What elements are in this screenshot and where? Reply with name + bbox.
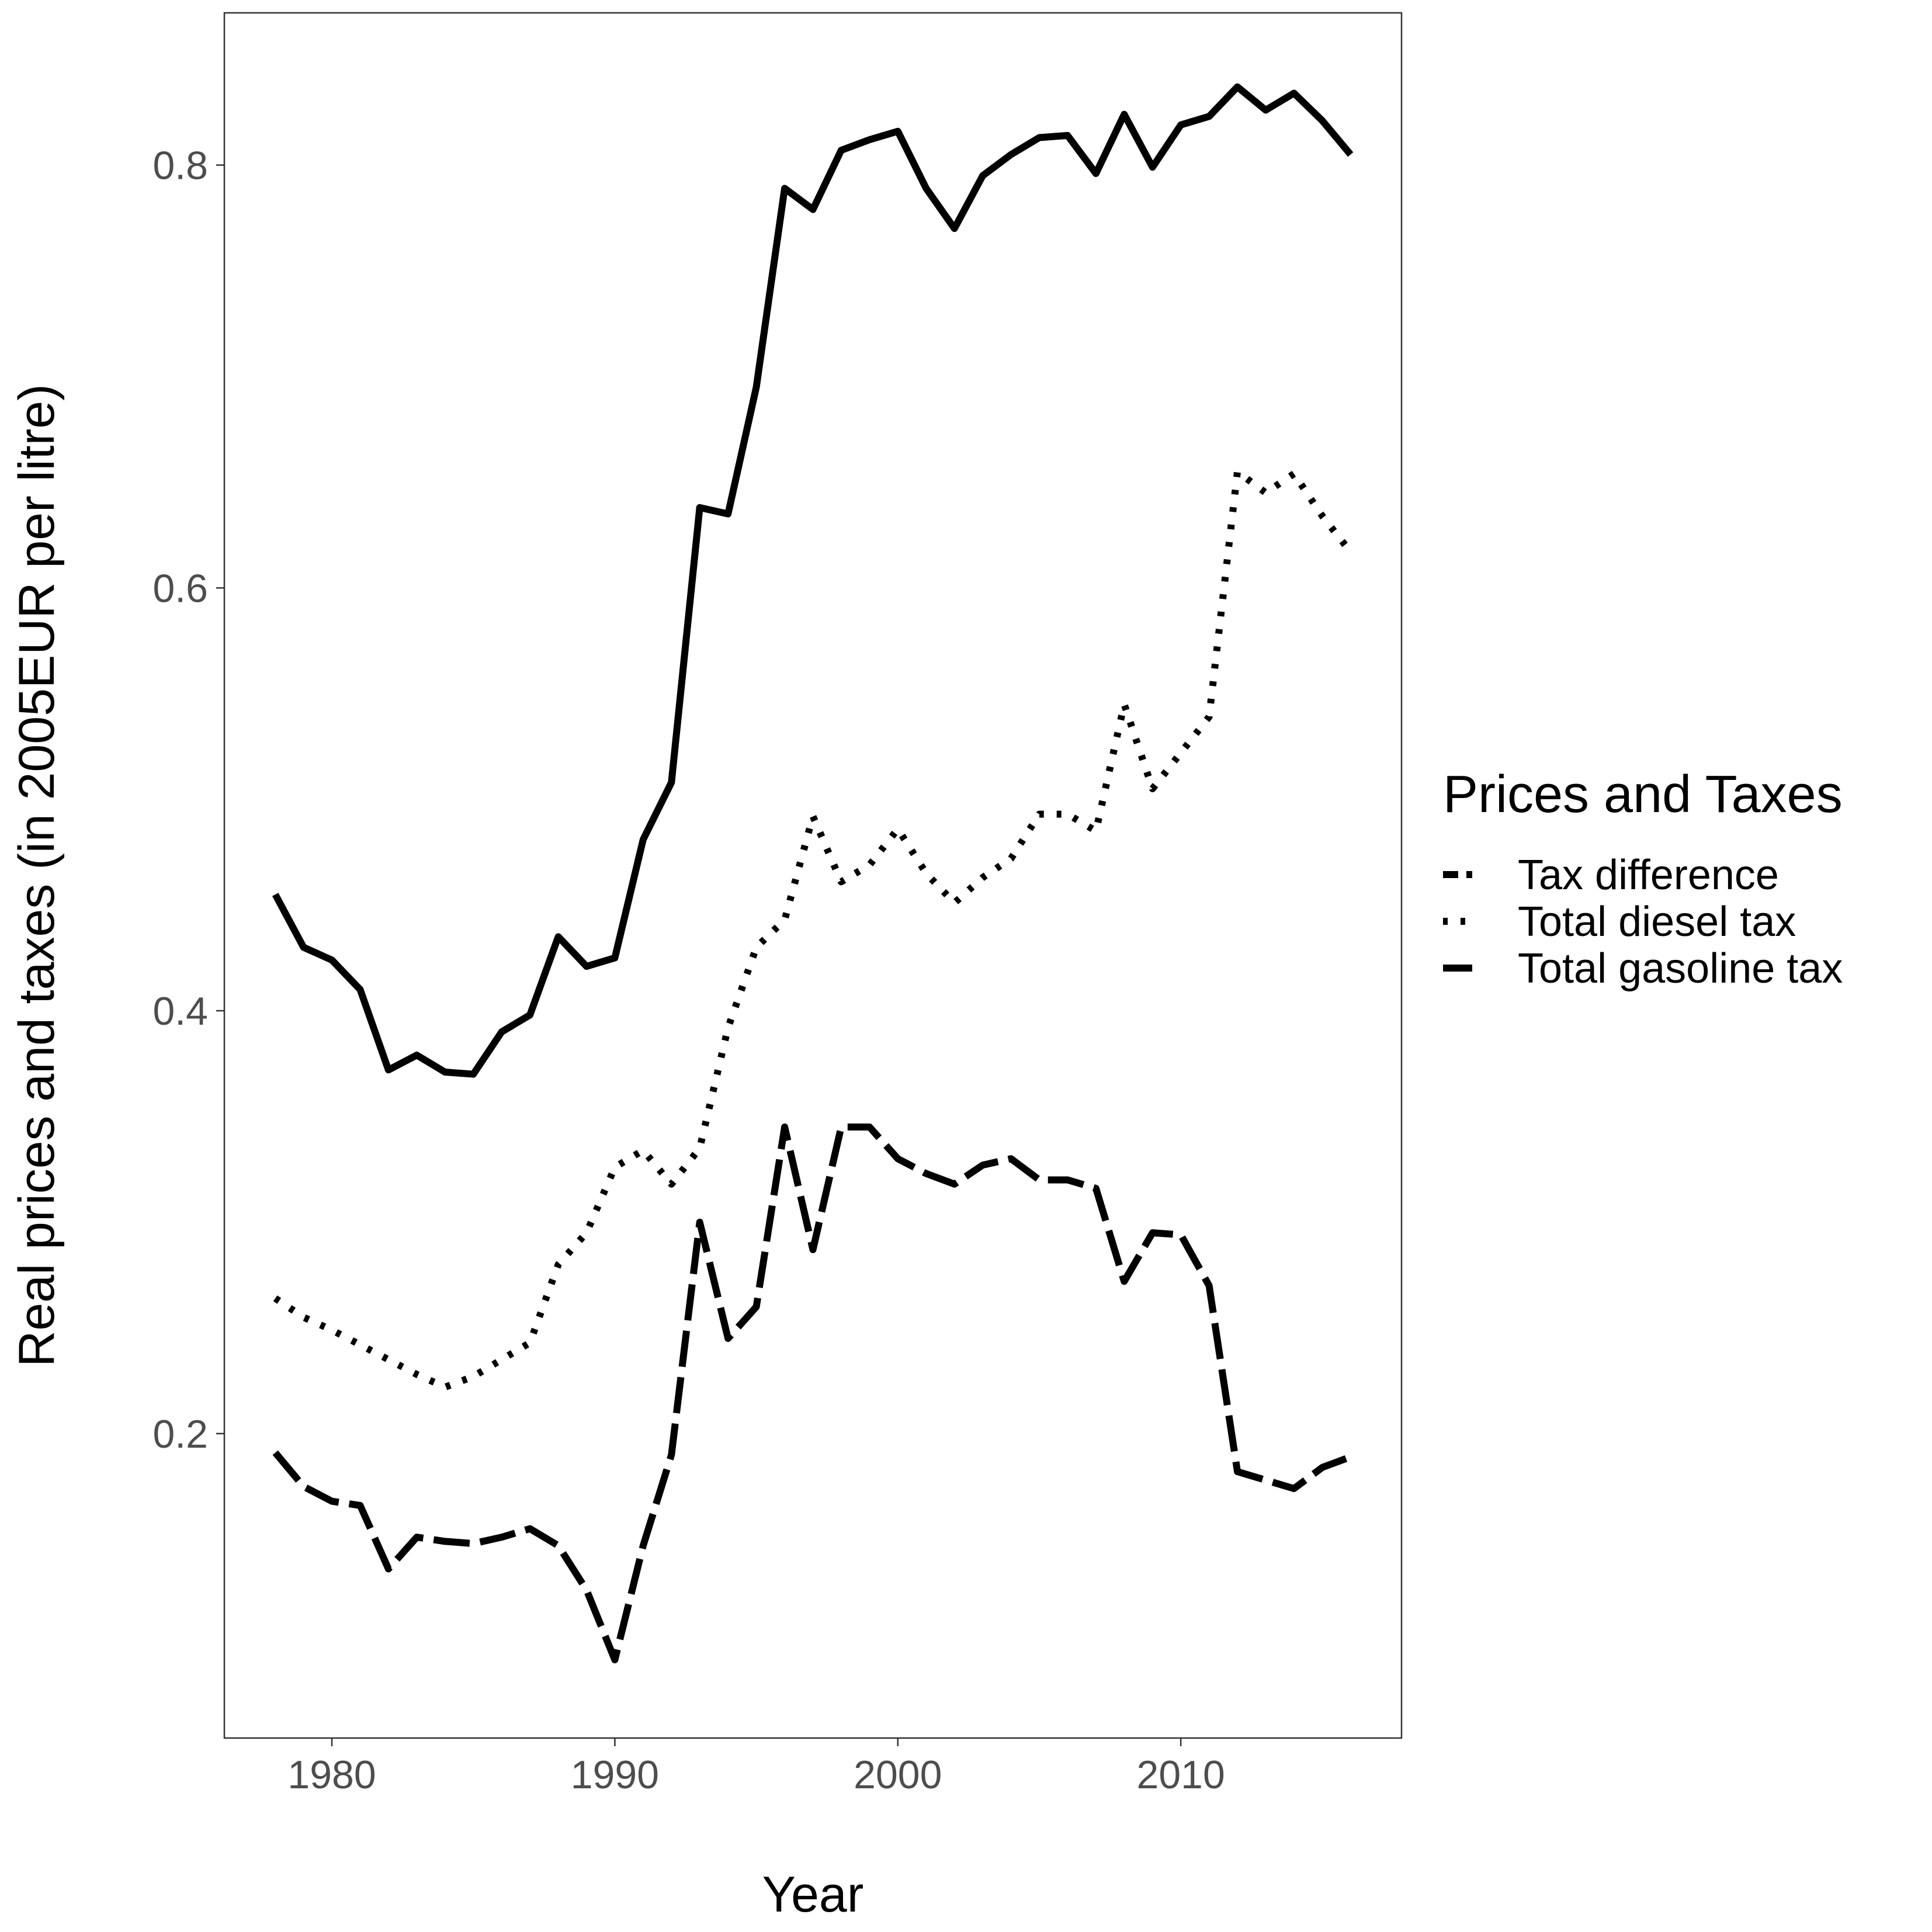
legend-item-total-gasoline-tax: Total gasoline tax bbox=[1443, 945, 1843, 992]
y-tick-label: 0.4 bbox=[152, 989, 208, 1033]
y-tick-label: 0.6 bbox=[152, 566, 208, 611]
legend-label: Total diesel tax bbox=[1518, 899, 1796, 945]
series-line-total-gasoline-tax bbox=[272, 83, 1354, 1078]
x-tick-label: 1980 bbox=[287, 1753, 376, 1797]
series-tax-difference bbox=[272, 1123, 1352, 1664]
legend-label: Total gasoline tax bbox=[1518, 945, 1843, 992]
legend-label: Tax difference bbox=[1518, 852, 1779, 899]
x-tick-label: 1990 bbox=[571, 1753, 659, 1797]
series-total-gasoline-tax bbox=[272, 83, 1354, 1078]
plot-panel-border bbox=[223, 12, 1403, 1739]
legend-item-total-diesel-tax: Total diesel tax bbox=[1443, 899, 1796, 945]
y-axis-title: Real prices and taxes (in 2005EUR per li… bbox=[9, 384, 65, 1367]
y-tick-label: 0.2 bbox=[152, 1412, 208, 1456]
axes-layer: 1980 1990 2000 2010 0.2 0.4 0.6 0.8 bbox=[152, 144, 1225, 1797]
series-line-tax-difference bbox=[272, 1123, 1352, 1664]
series-layer bbox=[272, 83, 1354, 1664]
legend-title: Prices and Taxes bbox=[1443, 765, 1843, 824]
x-tick-label: 2000 bbox=[854, 1753, 942, 1797]
x-tick-label: 2010 bbox=[1137, 1753, 1225, 1797]
y-tick-label: 0.8 bbox=[152, 144, 208, 188]
x-axis-title: Year bbox=[762, 1867, 864, 1923]
legend-item-tax-difference: Tax difference bbox=[1443, 852, 1779, 899]
